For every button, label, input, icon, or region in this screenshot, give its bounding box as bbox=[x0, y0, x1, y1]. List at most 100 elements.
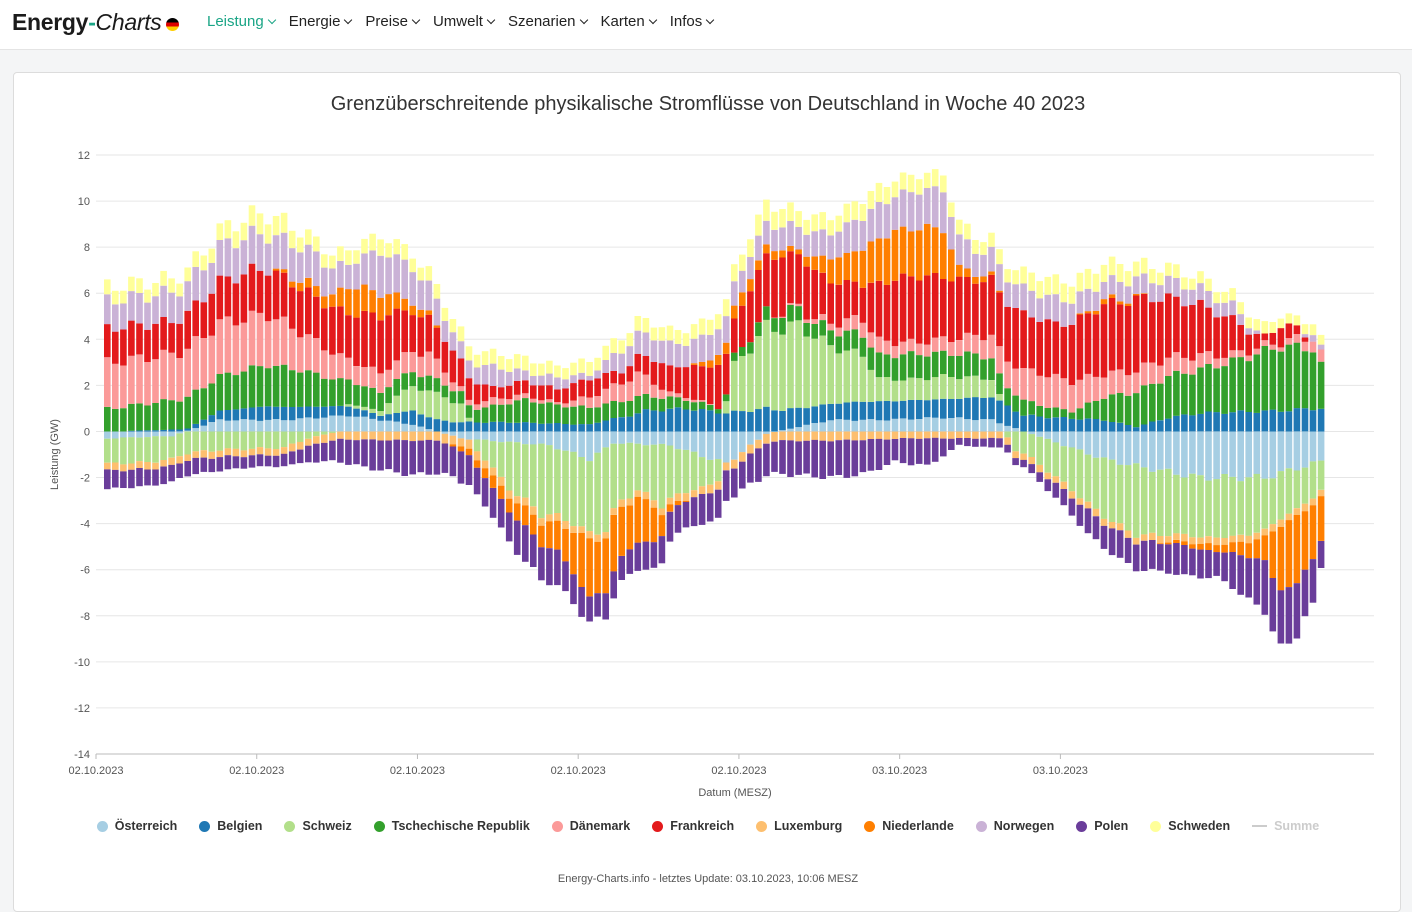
bar-segment bbox=[915, 343, 923, 356]
bar-segment bbox=[313, 251, 320, 287]
hour-stack bbox=[296, 237, 304, 464]
legend-item[interactable]: Niederlande bbox=[864, 819, 954, 833]
bar-segment bbox=[747, 431, 754, 445]
y-tick-label: 4 bbox=[84, 334, 90, 346]
brand-logo[interactable]: Energy-Charts bbox=[12, 9, 179, 36]
bar-segment bbox=[1173, 296, 1180, 353]
hour-stack bbox=[819, 212, 826, 479]
legend-item[interactable]: Österreich bbox=[96, 819, 177, 833]
bar-segment bbox=[232, 248, 240, 284]
bar-segment bbox=[554, 389, 561, 403]
bar-segment bbox=[441, 385, 449, 398]
bar-segment bbox=[176, 431, 183, 434]
legend-item[interactable]: Schweden bbox=[1150, 819, 1230, 833]
bar-segment bbox=[1004, 269, 1011, 283]
nav-leistung[interactable]: Leistung bbox=[207, 13, 276, 30]
bar-segment bbox=[964, 431, 971, 438]
bar-segment bbox=[1076, 313, 1084, 315]
legend-item[interactable]: Frankreich bbox=[652, 819, 734, 833]
hour-stack bbox=[714, 314, 722, 518]
bar-segment bbox=[513, 354, 521, 369]
bar-segment bbox=[256, 431, 264, 448]
bar-segment bbox=[1269, 409, 1277, 432]
bar-segment bbox=[522, 370, 529, 381]
bar-segment bbox=[409, 258, 416, 273]
legend-item[interactable]: Polen bbox=[1076, 819, 1128, 833]
bar-segment bbox=[1285, 587, 1293, 644]
bar-segment bbox=[1004, 437, 1011, 445]
nav-szenarien[interactable]: Szenarien bbox=[508, 13, 588, 30]
bar-segment bbox=[731, 352, 738, 361]
bar-segment bbox=[972, 283, 979, 335]
bar-segment bbox=[345, 379, 352, 405]
bar-segment bbox=[602, 360, 609, 373]
hour-stack bbox=[1124, 271, 1132, 563]
bar-segment bbox=[706, 404, 714, 411]
bar-segment bbox=[1245, 334, 1252, 356]
y-tick-label: -4 bbox=[80, 519, 90, 531]
bar-segment bbox=[473, 422, 481, 432]
bar-segment bbox=[1004, 388, 1011, 406]
legend-item[interactable]: Schweiz bbox=[284, 819, 352, 833]
bar-segment bbox=[296, 337, 304, 373]
bar-segment bbox=[112, 469, 119, 488]
bar-segment bbox=[803, 219, 810, 235]
bar-segment bbox=[1269, 478, 1277, 525]
bar-segment bbox=[1173, 415, 1180, 432]
bar-segment bbox=[594, 541, 601, 594]
main-nav: Leistung Energie Preise Umwelt Szenarien… bbox=[207, 13, 727, 30]
bar-segment bbox=[642, 431, 650, 446]
hour-stack bbox=[256, 213, 264, 467]
bar-segment bbox=[104, 438, 111, 463]
bar-segment bbox=[779, 430, 786, 432]
nav-energie[interactable]: Energie bbox=[289, 13, 353, 30]
y-tick-label: 2 bbox=[84, 380, 90, 392]
legend-item[interactable]: Norwegen bbox=[975, 819, 1054, 833]
legend-item[interactable]: Tschechische Republik bbox=[373, 819, 530, 833]
bar-segment bbox=[1028, 401, 1035, 415]
bar-segment bbox=[698, 457, 706, 487]
bar-segment bbox=[1189, 473, 1196, 538]
bar-segment bbox=[1076, 291, 1084, 314]
bar-segment bbox=[763, 431, 770, 434]
bar-segment bbox=[1068, 447, 1076, 492]
hour-stack bbox=[923, 172, 931, 465]
bar-segment bbox=[690, 431, 698, 452]
bar-segment bbox=[843, 318, 851, 331]
bar-segment bbox=[851, 201, 859, 220]
nav-preise[interactable]: Preise bbox=[365, 13, 421, 30]
bar-segment bbox=[690, 338, 698, 364]
legend-item[interactable]: Belgien bbox=[199, 819, 262, 833]
bar-segment bbox=[819, 404, 826, 423]
bar-segment bbox=[168, 431, 175, 437]
bar-segment bbox=[1277, 590, 1285, 644]
bar-segment bbox=[771, 259, 778, 318]
bar-segment bbox=[867, 332, 875, 348]
legend-label: Summe bbox=[1274, 819, 1320, 833]
bar-segment bbox=[1108, 528, 1116, 556]
bar-segment bbox=[578, 358, 585, 373]
legend-item-summe[interactable]: Summe bbox=[1252, 819, 1319, 833]
bar-segment bbox=[787, 251, 794, 303]
nav-infos[interactable]: Infos bbox=[670, 13, 715, 30]
bar-segment bbox=[1181, 541, 1188, 545]
bar-segment bbox=[369, 387, 376, 409]
bar-segment bbox=[698, 431, 706, 458]
legend-item[interactable]: Dänemark bbox=[551, 819, 630, 833]
nav-umwelt[interactable]: Umwelt bbox=[433, 13, 496, 30]
bar-segment bbox=[1092, 419, 1100, 432]
bar-segment bbox=[578, 372, 585, 380]
bar-segment bbox=[168, 292, 175, 324]
hour-stack bbox=[1269, 322, 1277, 632]
bar-segment bbox=[835, 336, 843, 354]
bar-segment bbox=[940, 398, 947, 419]
bar-segment bbox=[618, 353, 625, 374]
nav-karten[interactable]: Karten bbox=[601, 13, 657, 30]
bar-segment bbox=[1269, 578, 1277, 632]
bar-segment bbox=[835, 231, 843, 258]
bar-segment bbox=[811, 319, 818, 324]
bar-segment bbox=[321, 308, 328, 351]
legend-item[interactable]: Luxemburg bbox=[756, 819, 842, 833]
bar-segment bbox=[1108, 422, 1116, 432]
